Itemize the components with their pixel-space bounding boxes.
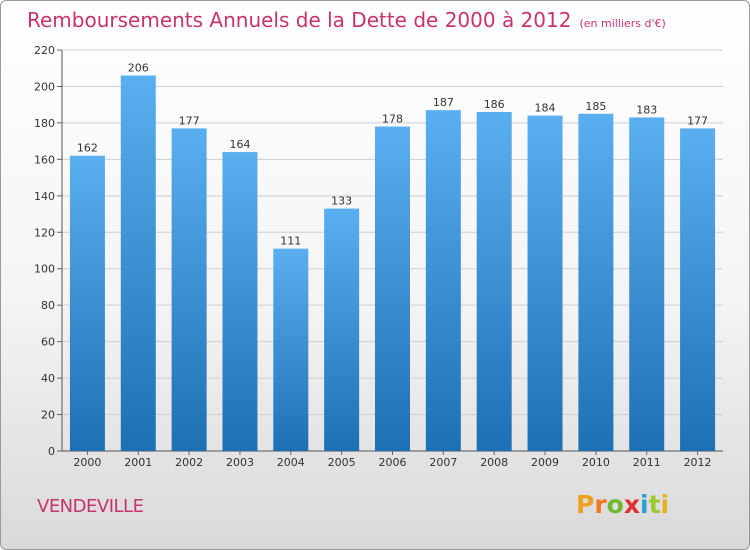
x-tick-label: 2004 [277, 456, 305, 469]
y-tick-label: 220 [34, 44, 55, 57]
y-tick-label: 200 [34, 80, 55, 93]
logo-letter: o [606, 490, 624, 519]
x-tick-label: 2002 [175, 456, 203, 469]
x-tick-label: 2010 [582, 456, 610, 469]
axes: 0 20 40 60 80 100 120 140 160 180 200 220 2000 2001 20… [34, 44, 723, 469]
logo-letter: i [640, 490, 649, 519]
logo-letter: x [623, 490, 640, 519]
data-label: 187 [433, 96, 454, 109]
y-tick-label: 140 [34, 190, 55, 203]
x-tick-label: 2009 [531, 456, 559, 469]
x-tick-label: 2011 [633, 456, 661, 469]
y-tick-label: 20 [41, 409, 55, 422]
data-label: 183 [636, 103, 657, 116]
data-label: 186 [484, 98, 505, 111]
bar [680, 128, 716, 452]
x-tick-label: 2007 [429, 456, 457, 469]
chart-unit: (en milliers d'€) [579, 17, 666, 30]
y-tick-label: 100 [34, 263, 55, 276]
data-label: 184 [535, 102, 556, 115]
bar [629, 117, 665, 451]
chart-title-block: Remboursements Annuels de la Dette de 20… [27, 8, 666, 32]
logo-letter: t [648, 490, 661, 519]
bar [425, 110, 461, 452]
bar [375, 126, 410, 452]
data-label: 178 [382, 113, 403, 126]
bar [527, 115, 563, 452]
y-tick-label: 60 [41, 336, 55, 349]
bar [324, 208, 360, 451]
x-tick-label: 2000 [73, 456, 101, 469]
logo-letter: P [576, 490, 595, 519]
data-label: 111 [280, 235, 301, 248]
y-tick-label: 0 [48, 445, 55, 458]
y-tick-label: 160 [34, 153, 55, 166]
proxiti-logo: Proxiti [576, 490, 669, 519]
bar [222, 152, 258, 451]
bar [120, 75, 156, 451]
y-tick-label: 80 [41, 299, 55, 312]
bar [171, 128, 207, 452]
x-tick-label: 2005 [328, 456, 356, 469]
data-label: 185 [585, 100, 606, 113]
y-tick-label: 40 [41, 372, 55, 385]
city-name: VENDEVILLE [37, 496, 144, 517]
x-tick-label: 2003 [226, 456, 254, 469]
data-label: 164 [229, 138, 250, 151]
logo-letter: r [594, 490, 607, 519]
data-label: 206 [128, 62, 149, 75]
x-tick-label: 2012 [684, 456, 712, 469]
bar [476, 111, 512, 452]
bar [273, 248, 309, 451]
x-tick-label: 2008 [480, 456, 508, 469]
bars [69, 75, 716, 452]
data-label: 177 [687, 114, 708, 127]
y-tick-label: 120 [34, 226, 55, 239]
data-label: 177 [179, 114, 200, 127]
chart-title: Remboursements Annuels de la Dette de 20… [27, 8, 572, 32]
x-tick-label: 2006 [379, 456, 407, 469]
logo-letter: i [660, 490, 670, 519]
data-label: 133 [331, 195, 352, 208]
bar [578, 113, 614, 451]
x-tick-label: 2001 [124, 456, 152, 469]
y-tick-label: 180 [34, 117, 55, 130]
data-labels: 162 206 177 164 111 133 178 187 186 184 185 183 177 [77, 62, 708, 248]
bar [69, 155, 105, 451]
data-label: 162 [77, 142, 98, 155]
